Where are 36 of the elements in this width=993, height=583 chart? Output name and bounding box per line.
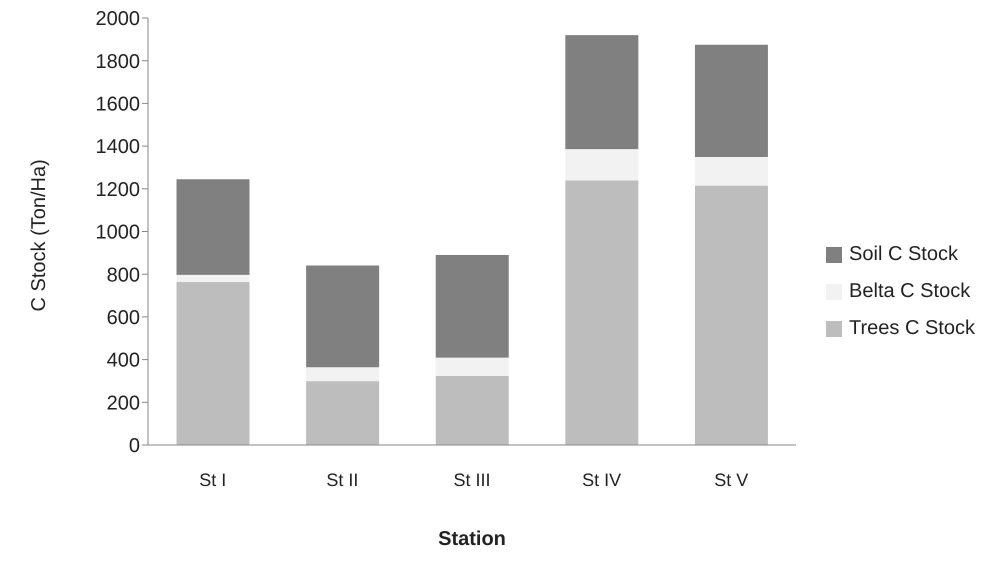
x-axis-title: Station xyxy=(438,528,506,550)
bar xyxy=(565,35,638,150)
bar xyxy=(436,254,509,358)
y-axis-title: C Stock (Ton/Ha) xyxy=(28,159,50,312)
y-tick-label: 1600 xyxy=(96,94,140,116)
y-tick-label: 1400 xyxy=(96,136,140,158)
bar xyxy=(565,180,638,445)
bar xyxy=(694,44,768,157)
x-tick-label: St III xyxy=(454,470,491,490)
x-tick-label: St II xyxy=(326,470,358,490)
bar xyxy=(176,282,250,445)
y-tick-label: 1200 xyxy=(96,178,140,201)
bar xyxy=(306,367,380,382)
bar xyxy=(306,265,380,368)
y-tick-label: 0 xyxy=(128,435,140,458)
y-tick-label: 200 xyxy=(106,392,140,414)
y-tick-label: 800 xyxy=(106,264,140,286)
bar xyxy=(565,149,638,180)
bar xyxy=(694,186,768,445)
legend-label: Trees C Stock xyxy=(849,317,975,340)
bar xyxy=(436,358,509,376)
y-tick-label: 400 xyxy=(106,350,140,372)
bar xyxy=(176,274,250,282)
x-tick-label: St IV xyxy=(582,470,622,490)
bar xyxy=(176,179,250,275)
x-tick-label: St V xyxy=(714,470,748,490)
x-tick-label: St I xyxy=(199,470,226,490)
bar xyxy=(436,376,509,445)
y-tick-label: 1000 xyxy=(96,222,140,244)
bar xyxy=(306,381,380,445)
bar xyxy=(694,156,768,186)
legend-label: Soil C Stock xyxy=(849,243,958,266)
y-tick-label: 2000 xyxy=(96,8,140,30)
y-tick-label: 1800 xyxy=(96,50,140,73)
legend-label: Belta C Stock xyxy=(849,280,970,303)
y-tick-label: 600 xyxy=(106,307,140,329)
